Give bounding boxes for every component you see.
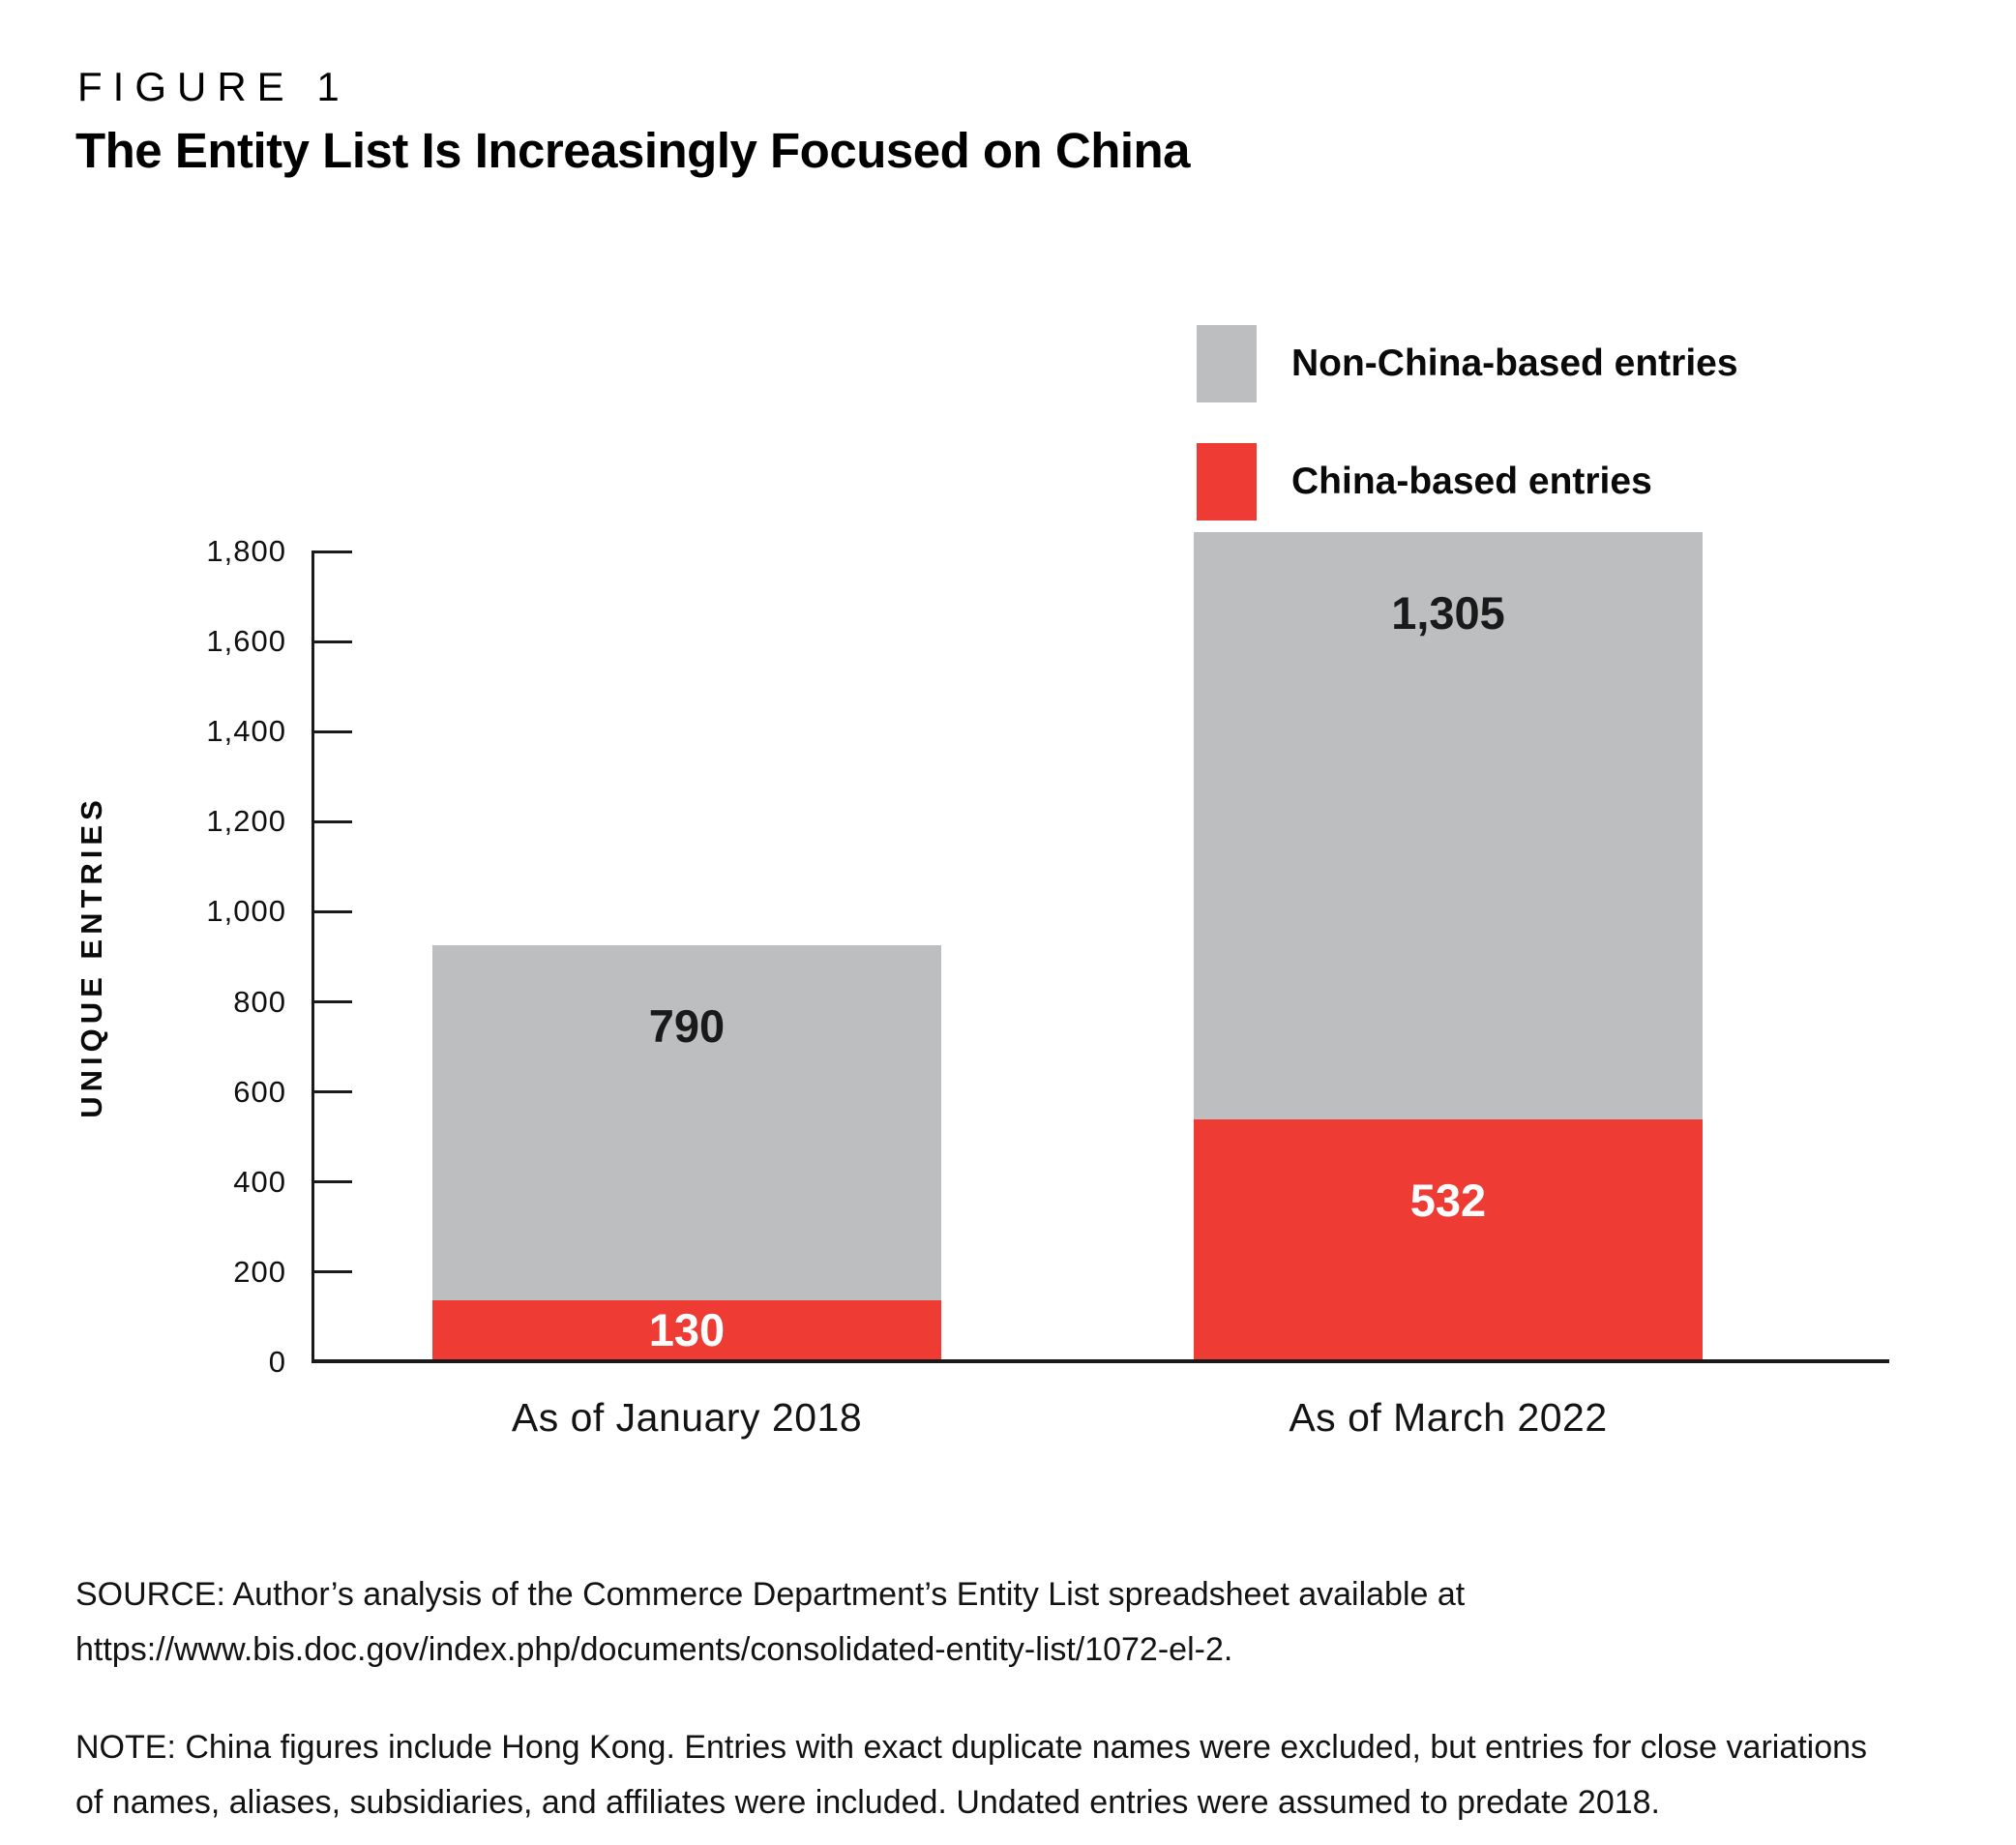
y-tick <box>311 1270 352 1274</box>
y-tick <box>311 550 352 553</box>
y-tick-label: 1,000 <box>206 894 286 929</box>
legend-item-non-china: Non-China-based entries <box>1197 325 1738 402</box>
source-text: SOURCE: Author’s analysis of the Commerc… <box>75 1567 1972 1678</box>
legend-item-china: China-based entries <box>1197 443 1652 521</box>
y-tick-label: 200 <box>233 1254 286 1289</box>
y-tick <box>311 729 352 733</box>
note-line-1: NOTE: China figures include Hong Kong. E… <box>75 1729 1868 1766</box>
figure-number-label: FIGURE 1 <box>77 64 350 109</box>
bar-segment-non-china-based-entries <box>1194 531 1703 1120</box>
x-axis-label: As of March 2022 <box>1289 1395 1608 1440</box>
y-tick <box>311 909 352 913</box>
y-tick <box>311 640 352 643</box>
bar-value-label: 532 <box>1409 1175 1487 1227</box>
y-tick-label: 1,800 <box>206 534 286 568</box>
bar-segment-china-based-entries <box>1194 1119 1703 1359</box>
source-line-2: https://www.bis.doc.gov/index.php/docume… <box>75 1631 1233 1668</box>
y-tick-label: 1,200 <box>206 804 286 839</box>
x-axis-label: As of January 2018 <box>511 1395 863 1440</box>
legend-label: Non-China-based entries <box>1291 342 1738 384</box>
y-tick <box>311 1000 352 1004</box>
source-line-1: SOURCE: Author’s analysis of the Commerc… <box>75 1576 1466 1613</box>
y-tick <box>311 1090 352 1094</box>
chart-title: The Entity List Is Increasingly Focused … <box>75 123 1191 178</box>
bar-segment-china-based-entries <box>432 1300 941 1359</box>
y-axis-line <box>311 551 314 1363</box>
legend-swatch-gray-icon <box>1197 325 1257 402</box>
bar-value-label: 130 <box>648 1303 726 1355</box>
y-tick-label: 0 <box>268 1345 286 1379</box>
y-tick-label: 800 <box>233 984 286 1019</box>
note-line-2: of names, aliases, subsidiaries, and aff… <box>75 1784 1660 1821</box>
legend-swatch-red-icon <box>1197 443 1257 521</box>
y-tick-label: 1,600 <box>206 624 286 659</box>
y-tick-label: 400 <box>233 1164 286 1199</box>
y-tick <box>311 819 352 823</box>
y-tick-label: 1,400 <box>206 714 286 749</box>
y-tick-label: 600 <box>233 1074 286 1109</box>
x-axis-line <box>311 1359 1889 1363</box>
legend-label: China-based entries <box>1291 461 1652 502</box>
bar-value-label: 1,305 <box>1391 586 1505 639</box>
y-axis-title: UNIQUE ENTRIES <box>74 795 108 1118</box>
y-tick <box>311 1180 352 1184</box>
bar-segment-non-china-based-entries <box>432 944 941 1301</box>
note-text: NOTE: China figures include Hong Kong. E… <box>75 1720 1972 1830</box>
bar-value-label: 790 <box>648 999 726 1052</box>
